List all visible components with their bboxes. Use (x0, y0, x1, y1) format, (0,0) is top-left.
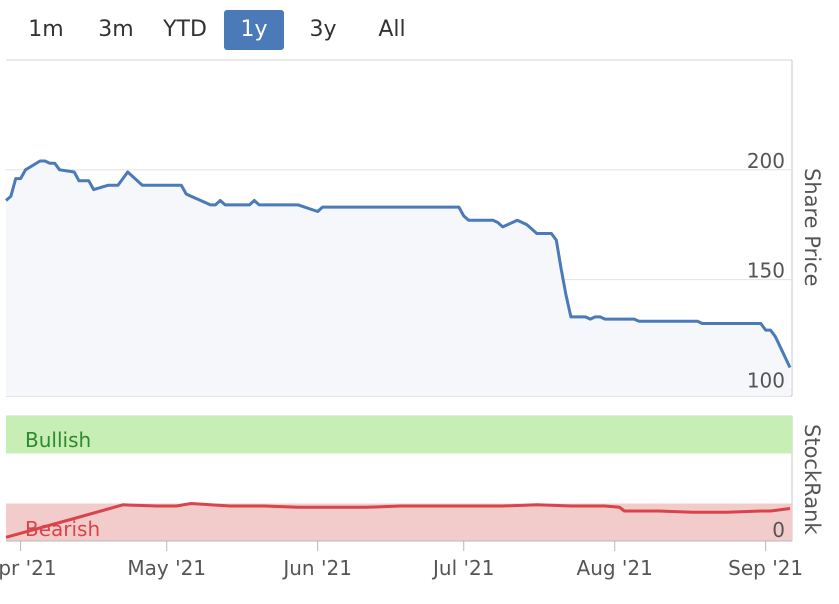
bullish-band-label: Bullish (25, 428, 91, 452)
price-area (6, 161, 790, 396)
range-button-3m[interactable]: 3m (98, 17, 134, 42)
x-tick-label-0: Apr '21 (0, 556, 57, 580)
x-tick-label-2: Jun '21 (281, 556, 352, 580)
price-tick-150: 150 (747, 259, 785, 283)
price-tick-100: 100 (747, 368, 785, 392)
x-tick-label-1: May '21 (127, 556, 206, 580)
range-button-1m[interactable]: 1m (28, 17, 64, 42)
stockrank-tick-0: 0 (772, 518, 785, 542)
price-tick-200: 200 (747, 149, 785, 173)
stockrank-series-line (5, 502, 791, 539)
x-tick-label-3: Jul '21 (431, 556, 494, 580)
range-button-ytd[interactable]: YTD (163, 17, 207, 42)
range-selector: 1m 3m YTD 1y 3y All (0, 10, 440, 52)
price-series-line (5, 159, 792, 369)
x-axis-ticks: Apr '21 May '21 Jun '21 Jul '21 Aug '21 Sep '… (0, 541, 803, 580)
price-tick-labels: 100 150 200 (747, 149, 785, 393)
price-panel: 100 150 200 Share Price (5, 59, 824, 397)
stockrank-axis-title: StockRank (800, 424, 824, 535)
bearish-band (6, 503, 792, 541)
range-button-1y[interactable]: 1y (224, 10, 284, 50)
x-tick-label-4: Aug '21 (577, 556, 653, 580)
bullish-band (6, 416, 792, 454)
range-button-3y[interactable]: 3y (309, 17, 337, 42)
stockrank-tick-labels: 0 (772, 518, 785, 542)
stockrank-panel: Bullish Bearish 0 StockRank (5, 415, 824, 542)
x-tick-label-5: Sep '21 (728, 556, 803, 580)
price-axis-title: Share Price (800, 168, 824, 287)
range-button-all[interactable]: All (378, 17, 406, 42)
